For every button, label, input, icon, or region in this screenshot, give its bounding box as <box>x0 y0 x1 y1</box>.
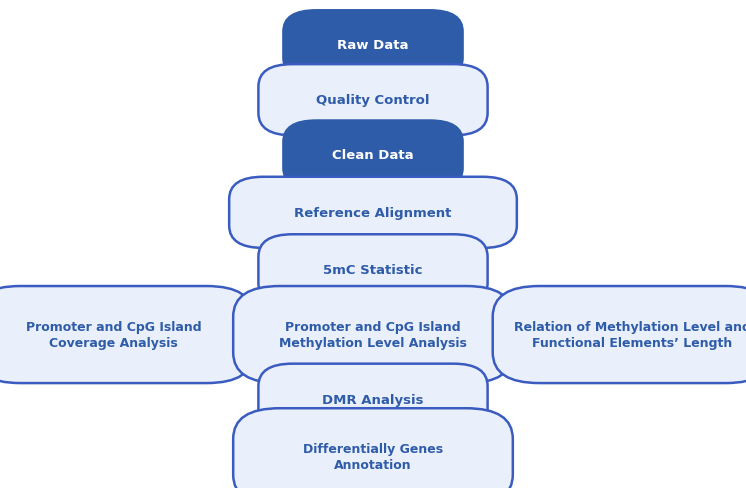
Text: Clean Data: Clean Data <box>332 149 414 162</box>
FancyBboxPatch shape <box>492 286 746 383</box>
Text: Raw Data: Raw Data <box>337 39 409 52</box>
FancyBboxPatch shape <box>233 408 513 488</box>
FancyBboxPatch shape <box>233 286 513 383</box>
FancyBboxPatch shape <box>229 178 517 248</box>
Text: Promoter and CpG Island
Methylation Level Analysis: Promoter and CpG Island Methylation Leve… <box>279 321 467 349</box>
Text: DMR Analysis: DMR Analysis <box>322 393 424 406</box>
FancyBboxPatch shape <box>258 65 488 136</box>
Text: Quality Control: Quality Control <box>316 94 430 107</box>
FancyBboxPatch shape <box>258 235 488 306</box>
FancyBboxPatch shape <box>0 286 254 383</box>
Text: Differentially Genes
Annotation: Differentially Genes Annotation <box>303 442 443 471</box>
Text: Reference Alignment: Reference Alignment <box>295 206 451 220</box>
FancyBboxPatch shape <box>282 10 464 81</box>
Text: Relation of Methylation Level and
Functional Elements’ Length: Relation of Methylation Level and Functi… <box>514 321 746 349</box>
Text: Promoter and CpG Island
Coverage Analysis: Promoter and CpG Island Coverage Analysi… <box>25 321 201 349</box>
Text: 5mC Statistic: 5mC Statistic <box>323 264 423 277</box>
FancyBboxPatch shape <box>282 120 464 191</box>
FancyBboxPatch shape <box>258 364 488 435</box>
